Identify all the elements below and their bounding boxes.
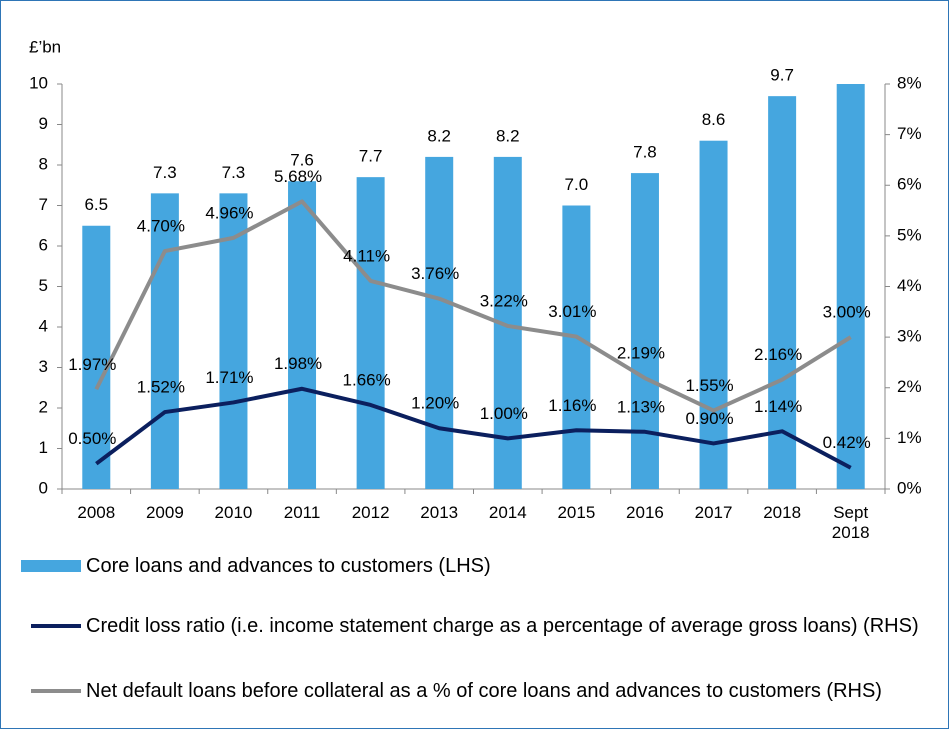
legend-label: Core loans and advances to customers (LH… (86, 555, 491, 577)
line-value-label: 1.71% (205, 368, 253, 387)
y2-tick-label: 5% (897, 225, 922, 244)
line-value-label: 2.19% (617, 344, 665, 363)
x-tick-label: 2011 (283, 503, 321, 522)
y-tick-label: 8 (39, 154, 48, 173)
bar (562, 205, 591, 489)
bar-value-label: 7.6 (290, 151, 314, 170)
line-value-label: 1.00% (480, 404, 528, 423)
y2-tick-label: 7% (897, 124, 922, 143)
line-value-label: 1.13% (617, 397, 665, 416)
bar-value-label: 9.7 (770, 66, 794, 85)
legend-label: Credit loss ratio (i.e. income statement… (86, 615, 919, 637)
y-tick-label: 7 (39, 195, 48, 214)
y-tick-label: 3 (39, 357, 48, 376)
line-value-label: 3.22% (480, 291, 528, 310)
x-tick-label: 2015 (557, 503, 596, 522)
bar (699, 140, 728, 489)
line-value-label: 2.16% (754, 345, 802, 364)
line-value-label: 1.16% (548, 396, 596, 415)
y2-tick-label: 4% (897, 276, 922, 295)
x-tick-label: 2008 (77, 503, 116, 522)
x-tick-label: 2010 (214, 503, 253, 522)
line-value-label: 3.76% (411, 264, 459, 283)
bar-value-label: 6.5 (84, 195, 108, 214)
bar-value-label: 8.2 (496, 126, 520, 145)
x-tick-label: 2018 (763, 503, 802, 522)
bar (288, 181, 317, 489)
y2-tick-label: 1% (897, 428, 922, 447)
bar-value-label: 8.6 (702, 110, 726, 129)
bar-value-label: 7.7 (359, 147, 383, 166)
y-tick-label: 10 (29, 73, 48, 92)
line-value-label: 1.66% (343, 370, 391, 389)
bar-value-label: 7.8 (633, 143, 657, 162)
legend-label: Net default loans before collateral as a… (86, 680, 882, 702)
bar (425, 156, 454, 489)
bar (768, 96, 797, 490)
line-value-label: 3.01% (548, 302, 596, 321)
x-tick-label: 2009 (145, 503, 184, 522)
y-axis-label: £’bn (29, 37, 61, 56)
bar (836, 84, 865, 489)
y2-tick-label: 3% (897, 327, 922, 346)
y-tick-label: 2 (39, 397, 48, 416)
line-value-label: 0.42% (823, 433, 871, 452)
y-tick-label: 1 (39, 438, 48, 457)
line-value-label: 1.98% (274, 354, 322, 373)
x-tick-label: Sept 2018 (831, 503, 870, 542)
x-tick-label: 2013 (420, 503, 459, 522)
line-value-label: 4.11% (343, 246, 390, 265)
bar (150, 193, 179, 489)
y2-tick-label: 0% (897, 478, 922, 497)
line (94, 199, 852, 413)
y2-tick-label: 6% (897, 175, 922, 194)
line-value-label: 1.97% (68, 355, 116, 374)
x-tick-label: 2014 (488, 503, 527, 522)
y-tick-label: 9 (39, 114, 48, 133)
line-value-label: 3.00% (823, 303, 871, 322)
legend-swatch (21, 560, 81, 572)
bar (630, 173, 659, 489)
y-tick-label: 0 (39, 478, 48, 497)
bar-value-label: 8.2 (427, 126, 451, 145)
line-value-label: 0.50% (68, 429, 116, 448)
line-value-label: 1.52% (137, 378, 185, 397)
bar-value-label: 7.0 (565, 175, 589, 194)
line-value-label: 0.90% (685, 409, 733, 428)
bar-value-label: 7.3 (153, 163, 177, 182)
line-value-label: 1.20% (411, 394, 459, 413)
line-value-label: 4.70% (137, 217, 185, 236)
line-value-label: 1.55% (685, 376, 733, 395)
line-value-label: 4.96% (205, 203, 253, 222)
bar (219, 193, 248, 489)
y2-tick-label: 8% (897, 73, 922, 92)
y-tick-label: 5 (39, 276, 48, 295)
x-tick-label: 2012 (351, 503, 390, 522)
bar (356, 177, 385, 489)
y-tick-label: 4 (39, 316, 48, 335)
x-tick-label: 2016 (626, 503, 664, 522)
y-tick-label: 6 (39, 235, 48, 254)
line-value-label: 5.68% (274, 167, 322, 186)
bar-value-label: 7.3 (222, 163, 246, 182)
y2-tick-label: 2% (897, 377, 922, 396)
bar (82, 225, 111, 489)
line (95, 386, 852, 470)
line-value-label: 1.14% (754, 397, 802, 416)
x-tick-label: 2017 (694, 503, 733, 522)
